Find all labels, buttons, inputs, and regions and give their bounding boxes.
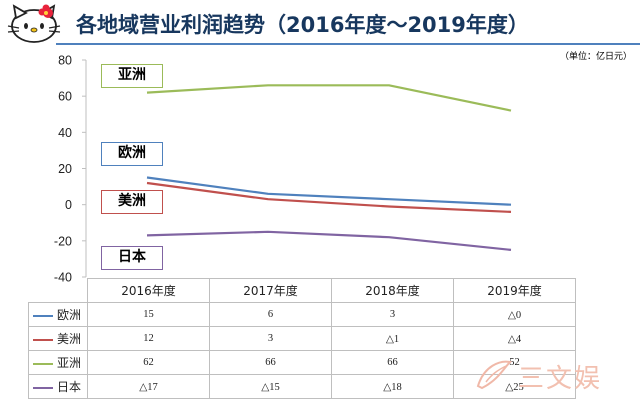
table-cell: △1 [331,326,454,351]
table-header-cell: 2018年度 [331,278,454,303]
table-row-header: 美洲 [28,326,88,351]
y-tick-label: -20 [54,234,72,248]
series-label-america: 美洲 [101,190,163,214]
table-cell: 3 [209,326,332,351]
table-row: 亚洲 62 66 66 52 [28,350,576,375]
table-corner [28,278,88,303]
table-header-cell: 2017年度 [209,278,332,303]
legend-line-america [33,338,53,341]
table-header-cell: 2019年度 [453,278,576,303]
table-cell: 15 [87,302,210,327]
y-tick-label: 60 [58,90,72,104]
series-line-日本 [146,230,512,251]
table-row-header: 日本 [28,374,88,399]
row-label-japan: 日本 [57,380,82,394]
unit-note: （单位：亿日元） [559,52,632,62]
table-cell: 66 [331,350,454,375]
series-line-亚洲 [146,84,512,112]
table-cell: 62 [87,350,210,375]
y-tick-label: 40 [58,126,72,140]
table-cell: 3 [331,302,454,327]
table-cell: △15 [209,374,332,399]
table-cell: 12 [87,326,210,351]
series-label-europe: 欧洲 [101,142,163,166]
table-header-row: 2016年度 2017年度 2018年度 2019年度 [28,278,576,303]
watermark-logo-icon [476,360,513,390]
watermark-text: 三文娱 [518,364,603,394]
watermark: 三文娱 [468,350,640,401]
legend-line-japan [33,386,53,389]
table-cell: △17 [87,374,210,399]
series-lines [146,84,512,251]
table-row-header: 亚洲 [28,350,88,375]
series-label-japan: 日本 [101,246,163,270]
table-cell: △4 [453,326,576,351]
row-label-asia: 亚洲 [57,356,82,370]
title-divider [56,43,640,45]
table-header-cell: 2016年度 [87,278,210,303]
table-row: 美洲 12 3 △1 △4 [28,326,576,351]
table-row: 欧洲 15 6 3 △0 [28,302,576,327]
table-cell: △25 [453,374,576,399]
table-row: 日本 △17 △15 △18 △25 [28,374,576,399]
table-cell: 52 [453,350,576,375]
row-label-america: 美洲 [57,332,82,346]
y-tick-label: 0 [65,198,72,212]
legend-line-asia [33,362,53,365]
table-cell: 66 [209,350,332,375]
series-line-欧洲 [146,176,512,206]
table-row-header: 欧洲 [28,302,88,327]
page-title: 各地域营业利润趋势（2016年度～2019年度） [76,13,529,37]
row-label-europe: 欧洲 [57,308,82,322]
y-tick-label: 20 [58,162,72,176]
legend-line-europe [33,314,53,317]
table-cell: △18 [331,374,454,399]
data-table: 2016年度 2017年度 2018年度 2019年度 欧洲 15 6 3 △0… [28,278,576,399]
table-cell: △0 [453,302,576,327]
series-line-美洲 [146,181,512,213]
table-cell: 6 [209,302,332,327]
hello-kitty-logo-icon [7,4,61,43]
y-tick-label: 80 [58,54,72,68]
title-bar: 各地域营业利润趋势（2016年度～2019年度） [0,0,640,46]
series-label-asia: 亚洲 [101,64,163,88]
